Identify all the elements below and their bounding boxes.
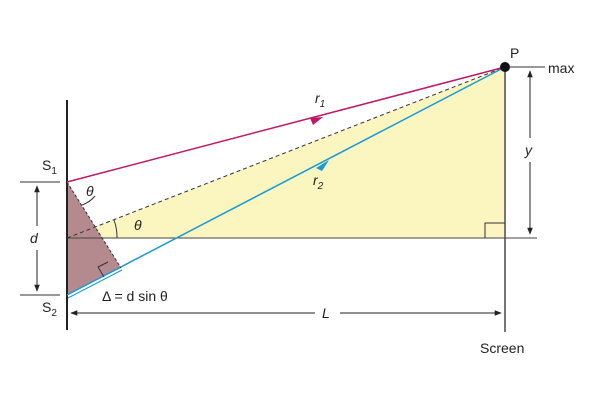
- angle-arc-2: [113, 219, 118, 239]
- arrow-r1: [310, 117, 323, 125]
- angle-label-1: θ: [86, 183, 94, 199]
- point-p: [500, 62, 510, 72]
- ray-r2: [66, 66, 506, 296]
- label-p: P: [510, 45, 519, 61]
- right-angle-1: [97, 261, 109, 278]
- label-max: max: [548, 60, 574, 76]
- label-d: d: [30, 230, 39, 246]
- label-l: L: [322, 305, 330, 321]
- label-r2: r2: [313, 172, 324, 192]
- angle-arc-1: [81, 195, 96, 206]
- perpendicular: [66, 181, 122, 269]
- delta-mark: [67, 269, 123, 299]
- right-angle-2: [484, 222, 505, 238]
- angle-label-2: θ: [134, 217, 142, 233]
- label-r1: r1: [315, 90, 325, 110]
- center-ray: [66, 66, 506, 239]
- label-screen: Screen: [480, 340, 524, 356]
- arrow-r2: [316, 160, 329, 171]
- path-difference: Δ = d sin θ: [102, 288, 168, 304]
- label-y: y: [524, 142, 533, 158]
- ray-r1: [66, 66, 506, 183]
- label-s2: S2: [42, 299, 57, 319]
- label-s1: S1: [42, 157, 57, 177]
